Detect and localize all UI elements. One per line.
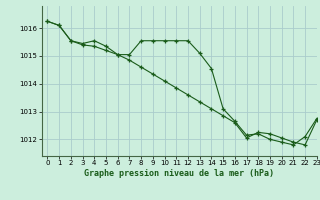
X-axis label: Graphe pression niveau de la mer (hPa): Graphe pression niveau de la mer (hPa): [84, 169, 274, 178]
